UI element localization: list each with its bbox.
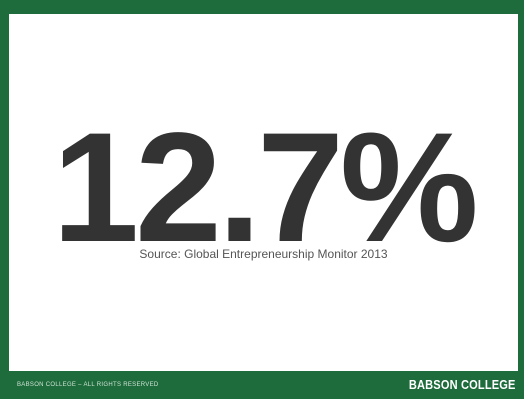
source-caption: Source: Global Entrepreneurship Monitor … (139, 247, 388, 261)
footer-bar: BABSON COLLEGE – ALL RIGHTS RESERVED BAB… (0, 371, 524, 399)
footer-brand-logo: BABSON COLLEGE (409, 377, 516, 392)
slide-content-area: 12.7% Source: Global Entrepreneurship Mo… (9, 14, 518, 371)
headline-statistic: 12.7% (52, 101, 478, 275)
footer-copyright: BABSON COLLEGE – ALL RIGHTS RESERVED (17, 382, 159, 388)
